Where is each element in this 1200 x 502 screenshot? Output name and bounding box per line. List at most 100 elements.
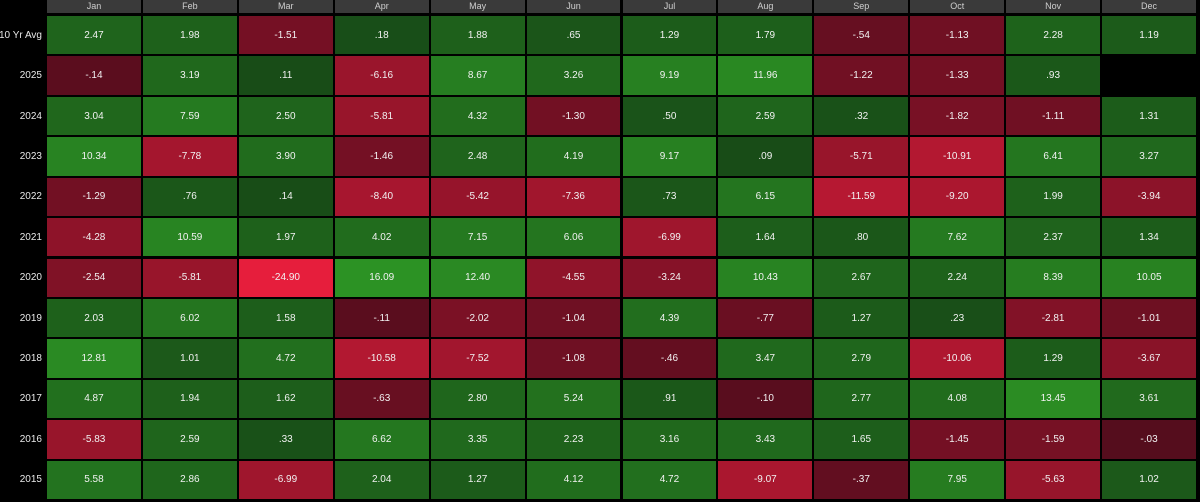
heatmap-cell: 1.31 [1102, 96, 1196, 136]
heatmap-cell: 2.59 [718, 96, 813, 136]
heatmap-cell: 6.41 [1006, 137, 1101, 176]
row-label: 2020 [19, 272, 42, 284]
heatmap-cell: 3.16 [622, 420, 717, 459]
heatmap-cell: -1.45 [910, 420, 1005, 459]
heatmap-cell: -1.29 [47, 177, 141, 217]
heatmap-cell: -10.91 [910, 137, 1005, 176]
heatmap-cell: 4.32 [430, 96, 525, 136]
heatmap-cell: 1.34 [1102, 218, 1196, 257]
column-header: Jul [622, 0, 717, 13]
heatmap-cell: -.54 [814, 16, 909, 55]
heatmap-cell: 1.58 [238, 298, 333, 338]
heatmap-cell: -3.24 [622, 258, 717, 297]
heatmap-cell: .09 [718, 137, 813, 176]
heatmap-cell: 2.50 [238, 96, 333, 136]
heatmap-cell: 2.47 [47, 16, 141, 55]
heatmap-cell: 2.80 [430, 379, 525, 419]
heatmap-cell: -1.51 [238, 16, 333, 55]
heatmap-cell: 10.05 [1102, 258, 1196, 297]
row-label: 10 Yr Avg [0, 29, 42, 41]
heatmap-cell: 1.01 [142, 339, 237, 378]
heatmap-cell: 2.37 [1006, 218, 1101, 257]
heatmap-cell: -7.78 [142, 137, 237, 176]
heatmap-cell: 4.12 [526, 460, 621, 499]
heatmap-cell: 3.04 [47, 96, 141, 136]
heatmap-cell: 1.19 [1102, 16, 1196, 55]
heatmap-cell: -8.40 [334, 177, 429, 217]
heatmap-cell: 9.19 [622, 56, 717, 95]
heatmap-cell: -1.30 [526, 96, 621, 136]
heatmap-cell: .76 [142, 177, 237, 217]
heatmap-cell: -.11 [334, 298, 429, 338]
column-header: Mar [238, 0, 333, 13]
column-header: Jan [47, 0, 141, 13]
heatmap-cell: 2.04 [334, 460, 429, 499]
heatmap-cell: 12.81 [47, 339, 141, 378]
heatmap-cell: .33 [238, 420, 333, 459]
heatmap-cell: .80 [814, 218, 909, 257]
heatmap-cell: 1.29 [1006, 339, 1101, 378]
heatmap-cell: 7.95 [910, 460, 1005, 499]
heatmap-cell: 3.61 [1102, 379, 1196, 419]
column-header: Aug [718, 0, 813, 13]
heatmap-cell: 4.87 [47, 379, 141, 419]
heatmap-cell: -6.99 [238, 460, 333, 499]
heatmap-cell: -.03 [1102, 420, 1196, 459]
heatmap-cell: 3.90 [238, 137, 333, 176]
heatmap-cell: .93 [1006, 56, 1101, 95]
heatmap-cell: 2.67 [814, 258, 909, 297]
heatmap-cell: 4.72 [238, 339, 333, 378]
heatmap-cell: 5.58 [47, 460, 141, 499]
heatmap-cell: -1.82 [910, 96, 1005, 136]
heatmap-cell: 1.79 [718, 16, 813, 55]
heatmap-cell: 2.48 [430, 137, 525, 176]
heatmap-cell: 6.06 [526, 218, 621, 257]
heatmap-cell: 1.27 [814, 298, 909, 338]
heatmap-cell: 2.23 [526, 420, 621, 459]
heatmap-cell: 11.96 [718, 56, 813, 95]
heatmap-cell: -10.58 [334, 339, 429, 378]
heatmap-cell: -5.81 [142, 258, 237, 297]
heatmap-cell: 1.64 [718, 218, 813, 257]
heatmap-cell: 4.39 [622, 298, 717, 338]
heatmap-cell: 3.35 [430, 420, 525, 459]
heatmap-cell: -2.02 [430, 298, 525, 338]
heatmap-cell: -5.63 [1006, 460, 1101, 499]
row-label: 2021 [19, 231, 42, 243]
heatmap-cell: 7.62 [910, 218, 1005, 257]
heatmap-cell: 8.67 [430, 56, 525, 95]
heatmap-cell: -1.11 [1006, 96, 1101, 136]
heatmap-cell: -1.04 [526, 298, 621, 338]
heatmap-cell: 10.34 [47, 137, 141, 176]
heatmap-cell: -1.13 [910, 16, 1005, 55]
heatmap-cell: -9.07 [718, 460, 813, 499]
heatmap-cell: -.63 [334, 379, 429, 419]
heatmap-cell: -.10 [718, 379, 813, 419]
heatmap-cell: -3.67 [1102, 339, 1196, 378]
heatmap-cell: 8.39 [1006, 258, 1101, 297]
heatmap-cell: .18 [334, 16, 429, 55]
heatmap-cell: 1.02 [1102, 460, 1196, 499]
heatmap-cell: 1.97 [238, 218, 333, 257]
heatmap-cell: 2.59 [142, 420, 237, 459]
heatmap-cell: -.37 [814, 460, 909, 499]
heatmap-cell: 4.02 [334, 218, 429, 257]
heatmap-cell: 3.43 [718, 420, 813, 459]
heatmap-cell: .14 [238, 177, 333, 217]
heatmap-cell: 5.24 [526, 379, 621, 419]
column-header: Apr [334, 0, 429, 13]
heatmap-cell: 7.59 [142, 96, 237, 136]
heatmap-cell: -24.90 [238, 258, 333, 297]
heatmap-cell: -11.59 [814, 177, 909, 217]
row-label: 2025 [19, 70, 42, 82]
column-header: Feb [142, 0, 237, 13]
heatmap-cell: -.77 [718, 298, 813, 338]
row-label: 2023 [19, 150, 42, 162]
heatmap-cell: -5.81 [334, 96, 429, 136]
column-header: May [430, 0, 525, 13]
row-label: 2016 [19, 433, 42, 445]
heatmap-cell: .65 [526, 16, 621, 55]
heatmap-cell: 2.77 [814, 379, 909, 419]
heatmap-cell: 12.40 [430, 258, 525, 297]
